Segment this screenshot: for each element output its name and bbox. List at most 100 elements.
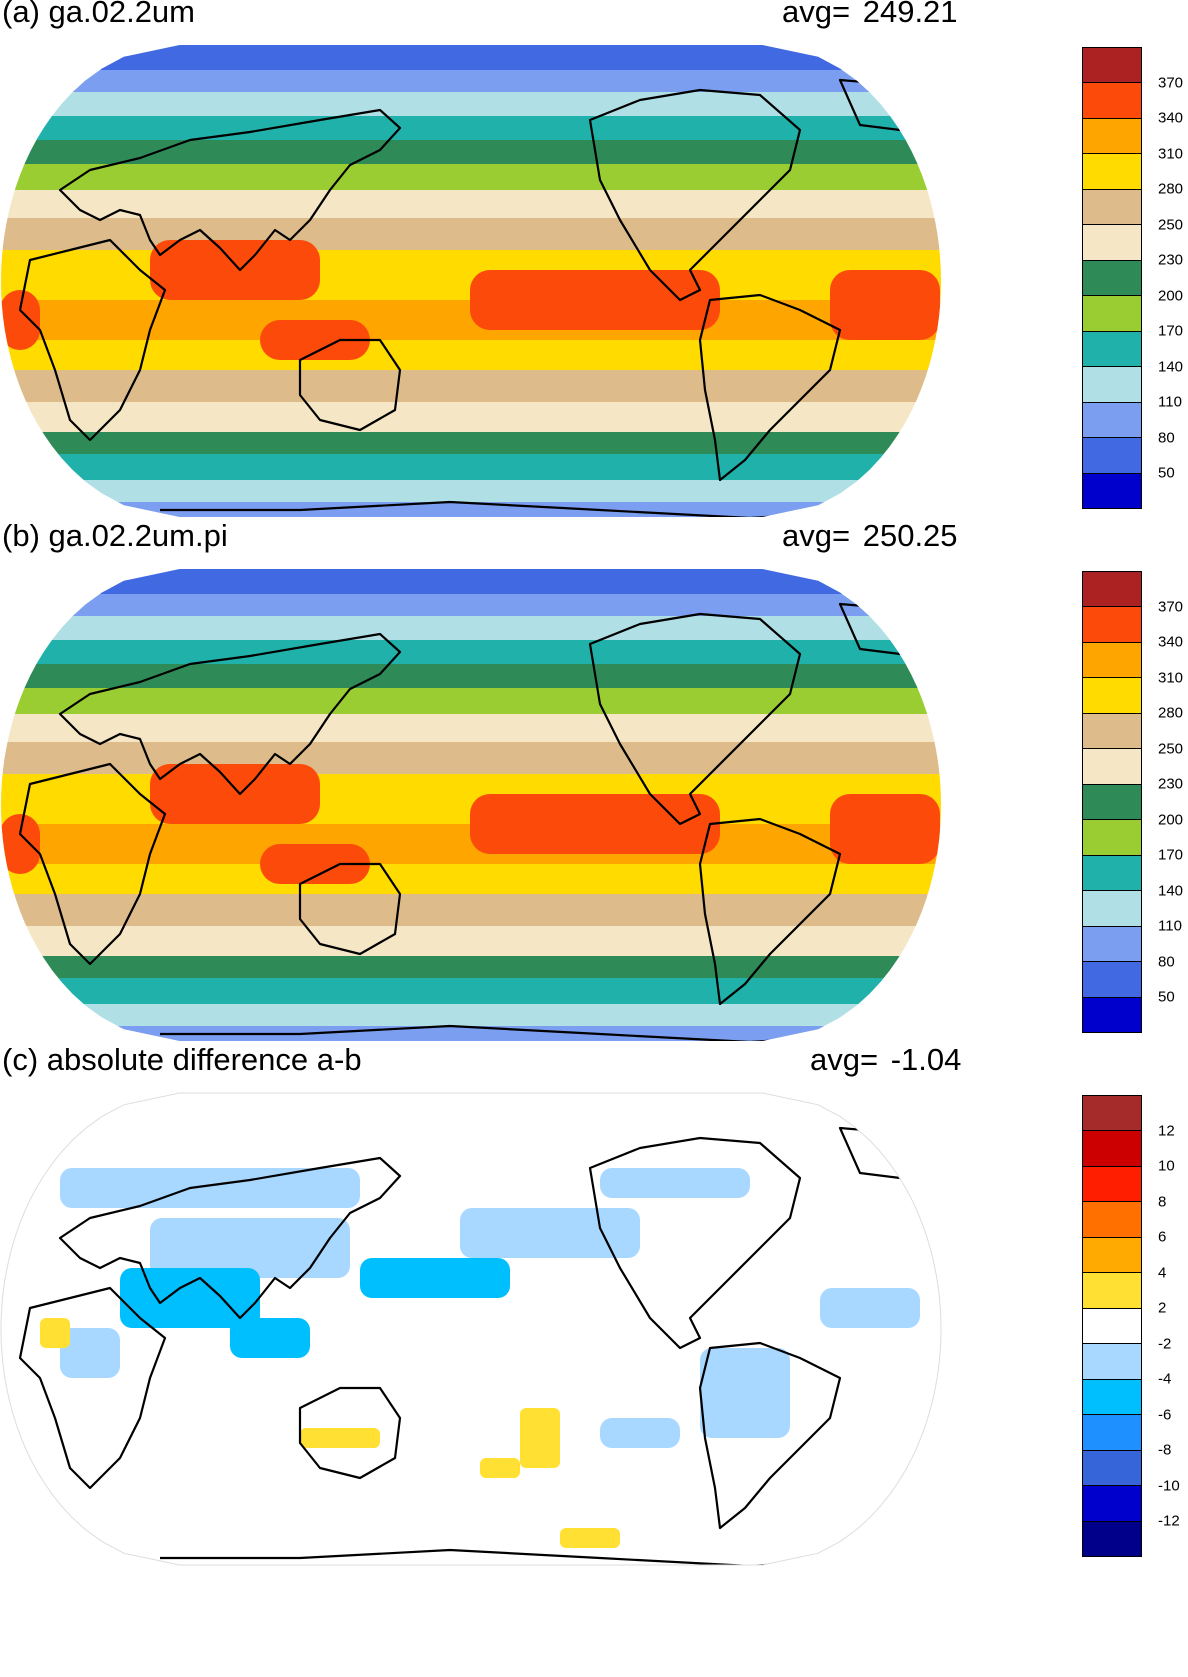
colorbar-swatch (1083, 607, 1141, 643)
field-band (1, 742, 941, 774)
field-band (1, 140, 941, 164)
panel-title: (a) ga.02.2um (2, 0, 195, 29)
colorbar-tick-label: 250 (1158, 740, 1184, 758)
field-patch (820, 1288, 920, 1328)
colorbar-swatch (1083, 473, 1141, 509)
field-band (1, 218, 941, 250)
coastline (18, 238, 167, 442)
colorbar-box (1082, 571, 1142, 1033)
panel-c: (c) absolute difference a-b avg= -1.04 1… (0, 1042, 1188, 1606)
field-patch (600, 1418, 680, 1448)
colorbar-swatch (1083, 678, 1141, 714)
field-band (1, 45, 941, 70)
colorbar-tick-label: 230 (1158, 775, 1184, 793)
panel-average: avg= -1.04 (810, 1042, 961, 1078)
coastline (298, 1386, 402, 1480)
field-band (1, 116, 941, 140)
colorbar-tick-label: 2 (1158, 1299, 1167, 1317)
colorbar-swatch (1083, 438, 1141, 474)
field-patch (830, 270, 940, 340)
colorbar-swatch (1083, 48, 1141, 84)
colorbar-tick-label: 370 (1158, 74, 1184, 92)
field-patch (560, 1528, 620, 1548)
field-band (1, 664, 941, 688)
field-patch (460, 1208, 640, 1258)
field-patch (150, 764, 320, 824)
colorbar-tick-label: -2 (1158, 1335, 1172, 1353)
coastline (298, 862, 402, 956)
colorbar-tick-label: 80 (1158, 953, 1175, 971)
field-patch (480, 1458, 520, 1478)
panel-title: (c) absolute difference a-b (2, 1042, 362, 1077)
colorbar-tick-label: 170 (1158, 322, 1184, 340)
field-patch (260, 844, 370, 884)
field-band (1, 640, 941, 664)
colorbar-tick-label: 110 (1158, 917, 1182, 935)
field-patch (260, 320, 370, 360)
colorbar-swatch (1083, 962, 1141, 998)
avg-value: 249.21 (862, 0, 958, 29)
colorbar-tick-label: 4 (1158, 1264, 1167, 1282)
field-patch (150, 240, 320, 300)
avg-label: avg= (810, 1042, 879, 1077)
field-band (1, 454, 941, 480)
colorbar-tick-label: 200 (1158, 811, 1184, 829)
coastline (588, 88, 802, 302)
colorbar-tick-label: 230 (1158, 251, 1184, 269)
field-band (1, 926, 941, 956)
colorbar-swatch (1083, 891, 1141, 927)
map-field (1, 569, 941, 1041)
map-field (1, 1093, 941, 1565)
field-band (1, 1004, 941, 1026)
colorbar-swatch (1083, 749, 1141, 785)
field-patch (230, 1318, 310, 1358)
coastline (698, 817, 842, 1006)
colorbar-tick-label: 12 (1158, 1122, 1175, 1140)
colorbar: 370 340 310 280 250 230 200 170 140 110 80 50 (1082, 571, 1183, 1033)
colorbar-swatch (1083, 296, 1141, 332)
colorbar-swatch (1083, 1202, 1141, 1238)
colorbar-swatch (1083, 820, 1141, 856)
field-band (1, 432, 941, 454)
field-patch (300, 1428, 380, 1448)
field-band (1, 164, 941, 190)
coastline (18, 762, 167, 966)
colorbar-tick-label: -6 (1158, 1406, 1172, 1424)
colorbar-swatch (1083, 1379, 1141, 1416)
coastline (698, 293, 842, 482)
colorbar-swatch (1083, 784, 1141, 821)
avg-label: avg= (782, 0, 851, 29)
coastline (58, 632, 402, 796)
colorbar-swatch (1083, 572, 1141, 608)
colorbar-tick-label: 170 (1158, 846, 1184, 864)
panel-title: (b) ga.02.2um.pi (2, 518, 228, 553)
field-band (1, 894, 941, 926)
colorbar-tick-label: 140 (1158, 882, 1184, 900)
field-band (1, 714, 941, 742)
colorbar-swatch (1083, 189, 1141, 226)
colorbar-swatch (1083, 367, 1141, 403)
colorbar-tick-label: -12 (1158, 1512, 1180, 1530)
field-band (1, 340, 941, 370)
colorbar-swatch (1083, 1415, 1141, 1451)
field-patch (40, 1318, 70, 1348)
colorbar-swatch (1083, 260, 1141, 297)
colorbar-tick-label: 6 (1158, 1228, 1167, 1246)
map-plot (0, 1092, 942, 1566)
colorbar-tick-label: 8 (1158, 1193, 1167, 1211)
colorbar-swatch (1083, 118, 1141, 155)
colorbar-tick-label: 280 (1158, 180, 1184, 198)
colorbar-tick-label: 110 (1158, 393, 1182, 411)
field-patch (830, 794, 940, 864)
field-patch (1, 814, 40, 874)
field-band (1, 594, 941, 616)
avg-label: avg= (782, 518, 851, 553)
field-patch (520, 1408, 560, 1468)
coastline (588, 1136, 802, 1350)
field-patch (700, 1348, 790, 1438)
field-band (1, 956, 941, 978)
colorbar-tick-label: 200 (1158, 287, 1184, 305)
colorbar: 12 10 8 6 4 2 -2 -4 -6 -8 -10 -12 (1082, 1095, 1180, 1557)
colorbar-swatch (1083, 1273, 1141, 1309)
colorbar-swatch (1083, 926, 1141, 963)
